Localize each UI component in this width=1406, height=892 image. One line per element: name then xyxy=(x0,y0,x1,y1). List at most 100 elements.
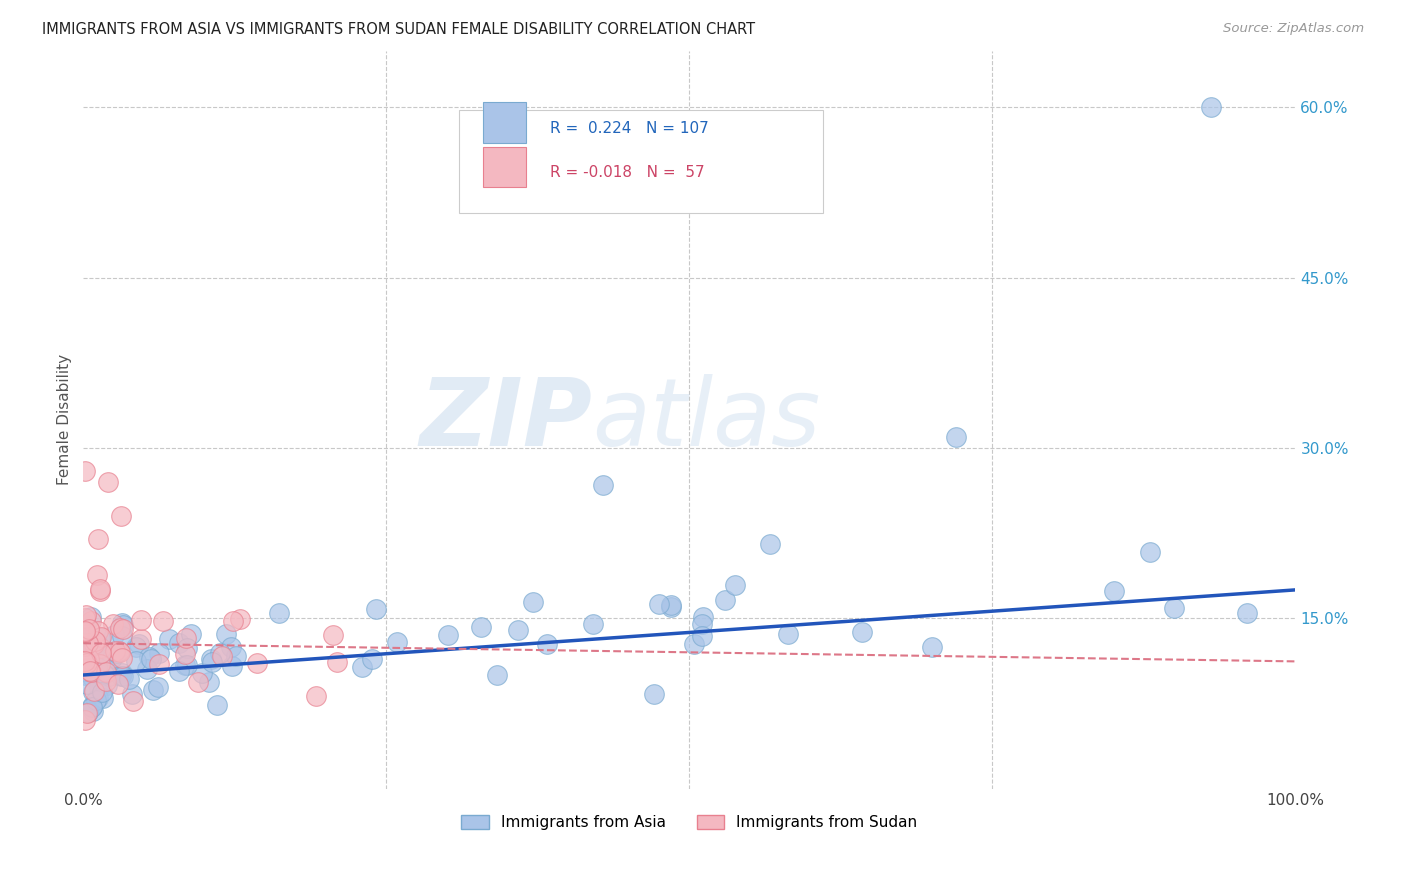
Immigrants from Asia xyxy=(79,662,101,676)
Immigrants from Asia xyxy=(76,706,98,720)
Legend: Immigrants from Asia, Immigrants from Sudan: Immigrants from Asia, Immigrants from Su… xyxy=(456,809,924,836)
Immigrants from Sudan xyxy=(97,475,120,489)
Immigrants from Sudan xyxy=(76,656,98,670)
Immigrants from Asia xyxy=(683,637,706,651)
Immigrants from Asia xyxy=(111,665,134,680)
Immigrants from Sudan xyxy=(73,713,96,727)
Immigrants from Asia xyxy=(759,537,782,551)
Immigrants from Asia xyxy=(79,662,101,676)
Immigrants from Sudan xyxy=(73,624,96,638)
Immigrants from Asia xyxy=(1102,583,1125,598)
Text: IMMIGRANTS FROM ASIA VS IMMIGRANTS FROM SUDAN FEMALE DISABILITY CORRELATION CHAR: IMMIGRANTS FROM ASIA VS IMMIGRANTS FROM … xyxy=(42,22,755,37)
Immigrants from Asia xyxy=(536,637,558,651)
Immigrants from Sudan xyxy=(122,694,145,708)
Immigrants from Asia xyxy=(111,669,134,683)
Immigrants from Asia xyxy=(200,655,222,669)
Immigrants from Asia xyxy=(659,598,682,612)
Immigrants from Asia xyxy=(215,627,238,641)
Immigrants from Asia xyxy=(97,650,120,665)
Immigrants from Asia xyxy=(91,691,114,706)
Immigrants from Asia xyxy=(1199,100,1222,114)
Text: R =  0.224   N = 107: R = 0.224 N = 107 xyxy=(550,120,709,136)
Immigrants from Asia xyxy=(176,641,198,656)
Immigrants from Sudan xyxy=(73,611,96,625)
Immigrants from Asia xyxy=(209,646,232,660)
Immigrants from Sudan xyxy=(174,631,197,645)
Immigrants from Asia xyxy=(128,637,150,651)
Immigrants from Sudan xyxy=(77,652,100,666)
Immigrants from Asia xyxy=(80,699,103,714)
Immigrants from Asia xyxy=(76,677,98,691)
Immigrants from Asia xyxy=(84,693,107,707)
Immigrants from Sudan xyxy=(89,582,111,597)
Immigrants from Sudan xyxy=(83,683,105,698)
Immigrants from Sudan xyxy=(152,614,174,628)
Immigrants from Asia xyxy=(724,578,747,592)
Immigrants from Sudan xyxy=(103,617,125,632)
Immigrants from Asia xyxy=(103,628,125,642)
Immigrants from Asia xyxy=(582,616,605,631)
Immigrants from Asia xyxy=(174,657,197,672)
Immigrants from Asia xyxy=(221,659,243,673)
Immigrants from Sudan xyxy=(108,644,131,658)
Immigrants from Sudan xyxy=(87,624,110,638)
Immigrants from Asia xyxy=(89,667,111,681)
Immigrants from Asia xyxy=(77,638,100,652)
Immigrants from Asia xyxy=(86,660,108,674)
Immigrants from Asia xyxy=(648,598,671,612)
Immigrants from Sudan xyxy=(90,630,112,644)
Immigrants from Asia xyxy=(91,685,114,699)
Immigrants from Asia xyxy=(1139,544,1161,558)
Immigrants from Asia xyxy=(659,600,682,615)
Immigrants from Asia xyxy=(111,616,134,631)
Immigrants from Asia xyxy=(945,429,967,443)
Immigrants from Asia xyxy=(87,691,110,706)
Immigrants from Asia xyxy=(91,643,114,657)
Immigrants from Sudan xyxy=(77,636,100,650)
Immigrants from Sudan xyxy=(90,640,112,655)
Immigrants from Asia xyxy=(198,675,221,690)
Immigrants from Asia xyxy=(121,687,143,701)
Bar xyxy=(460,110,823,213)
Immigrants from Asia xyxy=(87,681,110,695)
Text: atlas: atlas xyxy=(592,374,821,465)
Text: ZIP: ZIP xyxy=(419,374,592,466)
Immigrants from Asia xyxy=(82,704,104,718)
Immigrants from Asia xyxy=(522,595,544,609)
Immigrants from Sudan xyxy=(80,614,103,628)
Immigrants from Sudan xyxy=(211,648,233,663)
Immigrants from Sudan xyxy=(73,654,96,668)
Text: Source: ZipAtlas.com: Source: ZipAtlas.com xyxy=(1223,22,1364,36)
Immigrants from Asia xyxy=(101,650,124,665)
Immigrants from Asia xyxy=(75,664,97,678)
Immigrants from Asia xyxy=(167,664,190,678)
Immigrants from Sudan xyxy=(77,661,100,675)
Immigrants from Sudan xyxy=(174,647,197,661)
Immigrants from Asia xyxy=(157,632,180,647)
Immigrants from Asia xyxy=(80,610,103,624)
Immigrants from Asia xyxy=(142,682,165,697)
Immigrants from Sudan xyxy=(322,628,344,642)
Immigrants from Asia xyxy=(470,620,492,634)
Immigrants from Sudan xyxy=(86,568,108,582)
Immigrants from Asia xyxy=(135,662,157,676)
Immigrants from Sudan xyxy=(104,644,127,658)
Immigrants from Sudan xyxy=(326,655,349,669)
Immigrants from Sudan xyxy=(129,613,152,627)
Immigrants from Asia xyxy=(200,652,222,666)
Immigrants from Asia xyxy=(148,646,170,660)
Immigrants from Asia xyxy=(87,654,110,668)
Immigrants from Sudan xyxy=(89,584,111,599)
Immigrants from Asia xyxy=(80,670,103,684)
Immigrants from Sudan xyxy=(111,622,134,636)
Immigrants from Asia xyxy=(366,602,388,616)
Immigrants from Asia xyxy=(437,628,460,642)
Immigrants from Sudan xyxy=(246,656,269,670)
Immigrants from Sudan xyxy=(76,706,98,720)
Immigrants from Sudan xyxy=(73,625,96,640)
Immigrants from Sudan xyxy=(79,664,101,678)
Immigrants from Sudan xyxy=(305,689,328,703)
Immigrants from Asia xyxy=(80,700,103,714)
Immigrants from Asia xyxy=(75,648,97,663)
Immigrants from Asia xyxy=(146,680,169,694)
